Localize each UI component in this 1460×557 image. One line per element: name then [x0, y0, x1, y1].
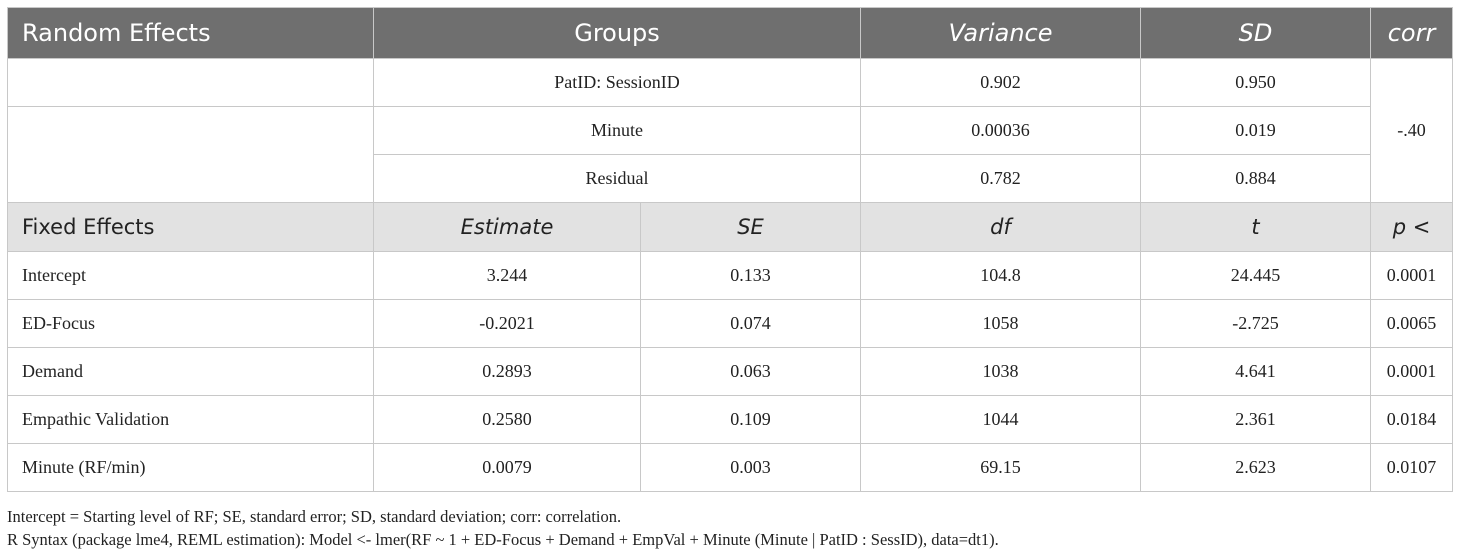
df-header: df	[860, 202, 1142, 252]
se-cell: 0.074	[639, 299, 862, 348]
p-header: p <	[1370, 202, 1454, 252]
random-row-residual: Residual 0.782 0.884	[8, 154, 1453, 203]
estimate-cell: 0.0079	[373, 443, 641, 492]
p-cell: 0.0001	[1370, 347, 1454, 396]
estimate-cell: 0.2893	[373, 347, 641, 396]
fixed-row: Empathic Validation 0.2580 0.109 1044 2.…	[7, 395, 1454, 444]
effect-name: Demand	[7, 347, 374, 396]
se-cell: 0.109	[639, 395, 862, 444]
abbreviation-note: Intercept = Starting level of RF; SE, st…	[7, 507, 622, 526]
variance-cell: 0.782	[860, 154, 1142, 203]
corr-header: corr	[1370, 7, 1454, 59]
p-cell: 0.0107	[1370, 443, 1454, 492]
se-cell: 0.003	[639, 443, 862, 492]
empty-cell	[7, 106, 374, 203]
group-cell: Minute	[372, 106, 862, 155]
random-row-minute: Minute 0.00036 0.019	[7, 106, 1453, 203]
syntax-note: R Syntax (package lme4, REML estimation)…	[7, 530, 999, 549]
t-cell: 24.445	[1140, 251, 1372, 300]
effect-name: Minute (RF/min)	[7, 443, 374, 492]
p-cell: 0.0184	[1370, 395, 1454, 444]
group-cell: PatID: SessionID	[372, 58, 862, 107]
df-cell: 1038	[860, 347, 1142, 396]
fixed-effects-header-row: Fixed Effects Estimate SE df t p <	[7, 202, 1454, 252]
se-header: SE	[639, 202, 862, 252]
se-cell: 0.063	[639, 347, 862, 396]
group-cell: Residual	[372, 154, 862, 203]
sd-cell: 0.950	[1140, 58, 1372, 107]
variance-header: Variance	[860, 7, 1142, 59]
t-cell: -2.725	[1140, 299, 1372, 348]
fixed-effects-title: Fixed Effects	[7, 202, 374, 252]
variance-cell: 0.00036	[860, 106, 1142, 155]
effect-name: Empathic Validation	[7, 395, 374, 444]
fixed-row: Intercept 3.244 0.133 104.8 24.445 0.000…	[7, 251, 1454, 300]
p-cell: 0.0001	[1370, 251, 1454, 300]
df-cell: 104.8	[860, 251, 1142, 300]
estimate-cell: -0.2021	[373, 299, 641, 348]
variance-cell: 0.902	[860, 58, 1142, 107]
results-table-container: Random Effects Groups Variance SD corr P…	[7, 7, 1454, 492]
empty-cell	[7, 58, 374, 107]
fixed-row: Minute (RF/min) 0.0079 0.003 69.15 2.623…	[7, 443, 1454, 492]
effect-name: ED-Focus	[7, 299, 374, 348]
mixed-model-table: Random Effects Groups Variance SD corr P…	[7, 7, 1454, 492]
sd-cell: 0.884	[1140, 154, 1372, 203]
estimate-header: Estimate	[373, 202, 641, 252]
df-cell: 1058	[860, 299, 1142, 348]
df-cell: 1044	[860, 395, 1142, 444]
df-cell: 69.15	[860, 443, 1142, 492]
t-header: t	[1140, 202, 1372, 252]
table-notes: Intercept = Starting level of RF; SE, st…	[7, 505, 1452, 551]
fixed-row: ED-Focus -0.2021 0.074 1058 -2.725 0.006…	[7, 299, 1454, 348]
p-cell: 0.0065	[1370, 299, 1454, 348]
random-row-patid: PatID: SessionID 0.902 0.950 -.40	[7, 58, 1454, 203]
fixed-row: Demand 0.2893 0.063 1038 4.641 0.0001	[7, 347, 1454, 396]
groups-header: Groups	[372, 7, 862, 59]
estimate-cell: 0.2580	[373, 395, 641, 444]
random-effects-title: Random Effects	[7, 7, 374, 59]
t-cell: 4.641	[1140, 347, 1372, 396]
random-effects-header-row: Random Effects Groups Variance SD corr	[7, 7, 1454, 59]
t-cell: 2.623	[1140, 443, 1372, 492]
se-cell: 0.133	[639, 251, 862, 300]
effect-name: Intercept	[7, 251, 374, 300]
corr-cell: -.40	[1370, 58, 1454, 203]
t-cell: 2.361	[1140, 395, 1372, 444]
estimate-cell: 3.244	[373, 251, 641, 300]
sd-header: SD	[1140, 7, 1372, 59]
sd-cell: 0.019	[1140, 106, 1372, 155]
